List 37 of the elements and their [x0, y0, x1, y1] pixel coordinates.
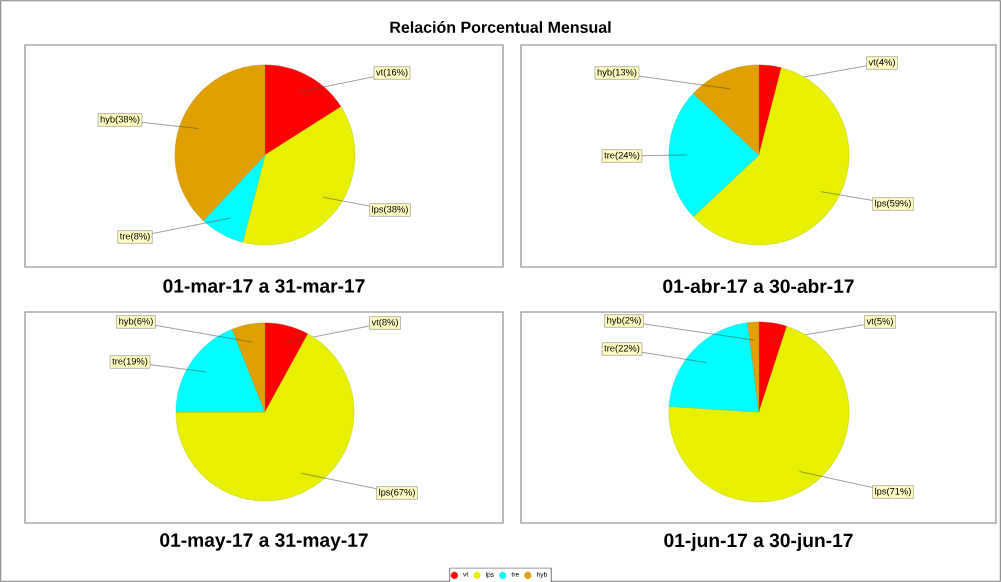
- text: 01-abr-17 a 30-abr-17: [663, 278, 854, 294]
- slice-label: hyb: [119, 317, 134, 327]
- slice-label: vt: [866, 318, 874, 325]
- slice-label: hyb: [100, 115, 115, 125]
- data-label: (13%): [612, 68, 637, 78]
- slice-label: hyb: [607, 316, 622, 326]
- text: 01-mar-17 a 31-mar-17: [163, 279, 365, 293]
- slice-label: vt: [868, 59, 876, 66]
- data-label: (24%): [615, 151, 640, 161]
- slice-label: tre: [112, 358, 123, 365]
- slice-label: vt: [371, 319, 379, 326]
- slice-label: lps: [875, 487, 887, 497]
- slice-label: tre: [604, 345, 615, 352]
- data-label: (16%): [383, 68, 408, 78]
- data-label: (38%): [115, 115, 140, 125]
- data-label: (2%): [622, 316, 641, 326]
- slice-label: hyb: [597, 68, 612, 78]
- data-label: (71%): [887, 487, 911, 497]
- slice-label: vt: [375, 69, 384, 76]
- text: 01-jun-17 a 30-jun-17: [664, 533, 853, 551]
- slice-label: lps: [372, 205, 384, 215]
- data-label: (8%): [131, 232, 150, 242]
- data-label: (67%): [391, 488, 415, 498]
- text: Relación Porcentual Mensual: [390, 21, 611, 33]
- data-label: (6%): [134, 317, 153, 327]
- slice-label: lps: [379, 488, 391, 498]
- slice-label: lps: [875, 199, 887, 209]
- data-label: (5%): [874, 317, 893, 327]
- data-label: (38%): [384, 205, 408, 215]
- data-label: (59%): [887, 199, 911, 209]
- data-label: (4%): [876, 58, 895, 68]
- text: 01-may-17 a 31-may-17: [160, 533, 368, 551]
- data-label: (19%): [123, 357, 148, 367]
- slice-label: tre: [119, 233, 131, 240]
- data-label: (8%): [379, 318, 398, 328]
- slice-label: tre: [604, 152, 615, 159]
- data-label: (22%): [615, 344, 640, 354]
